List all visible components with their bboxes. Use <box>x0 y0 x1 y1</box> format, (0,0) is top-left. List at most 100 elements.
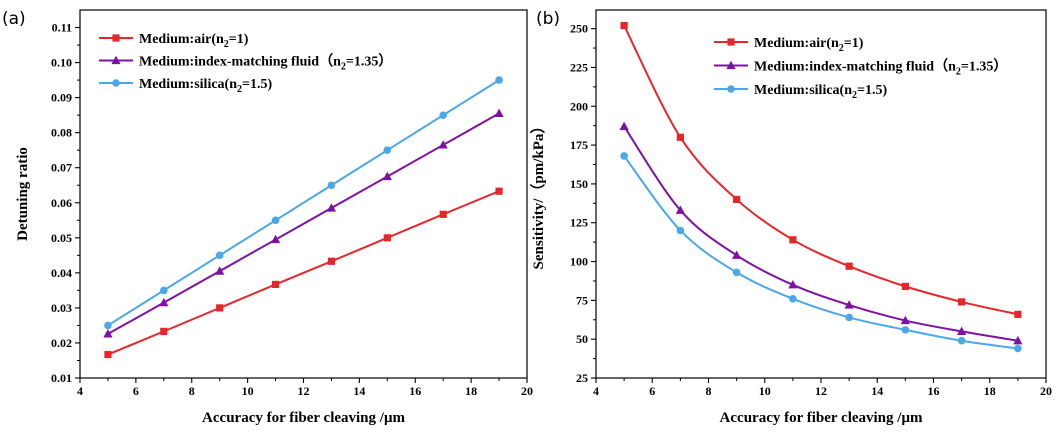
series-line-silica-b <box>624 156 1018 349</box>
y-tick-label: 0.02 <box>51 336 72 350</box>
data-point-silica-a <box>328 181 336 189</box>
legend-marker-silica <box>112 79 120 87</box>
x-tick-label: 18 <box>984 384 996 398</box>
data-point-silica-b <box>620 152 628 160</box>
chart-panel-b: (b) 4 6 8 10 12 14 16 18 20 25 50 75 100 125 150 175 200… <box>529 9 1052 426</box>
data-point-fluid-a <box>439 140 448 148</box>
data-point-silica-a <box>384 146 392 154</box>
data-point-silica-a <box>495 76 503 84</box>
y-tick-label: 150 <box>570 177 588 191</box>
data-point-air-b <box>958 298 965 305</box>
x-tick-label: 20 <box>521 384 533 398</box>
y-tick-label: 200 <box>570 99 588 113</box>
y-tick-label: 0.01 <box>51 371 72 385</box>
y-axis-label-a: Detuning ratio <box>15 147 31 241</box>
y-tick-label: 250 <box>570 22 588 36</box>
data-point-fluid-a <box>271 235 280 243</box>
x-tick-label: 6 <box>133 384 139 398</box>
data-point-silica-b <box>902 326 910 334</box>
plot-area-a <box>103 76 503 358</box>
data-point-silica-a <box>216 252 224 260</box>
data-point-air-a <box>384 234 391 241</box>
data-point-air-b <box>677 134 684 141</box>
y-tick-label: 25 <box>576 371 588 385</box>
data-point-air-b <box>789 236 796 243</box>
data-point-air-a <box>440 211 447 218</box>
x-tick-label: 10 <box>242 384 254 398</box>
data-point-silica-b <box>677 227 685 235</box>
y-tick-label: 100 <box>570 255 588 269</box>
legend-b: Medium:air(n2=1) Medium:index-matching fl… <box>714 36 1007 101</box>
data-point-fluid-b <box>732 251 741 259</box>
data-point-silica-b <box>958 337 966 345</box>
data-point-fluid-a <box>103 329 112 337</box>
data-point-silica-b <box>733 269 741 277</box>
x-tick-label: 4 <box>593 384 599 398</box>
data-point-silica-a <box>439 111 447 119</box>
data-point-fluid-a <box>159 298 168 306</box>
axis-ticks-b: 4 6 8 10 12 14 16 18 20 25 50 75 100 125 150 175 200 225 2… <box>570 22 1052 398</box>
y-axis-label-b: Sensitivity/（pm/kPa） <box>529 119 547 270</box>
data-point-fluid-b <box>620 122 629 130</box>
data-point-air-b <box>902 283 909 290</box>
legend-a: Medium:air(n2=1) Medium:index-matching fl… <box>99 32 392 95</box>
legend-label-fluid: Medium:index-matching fluid（n2=1.35） <box>139 54 392 73</box>
y-tick-label: 50 <box>576 332 588 346</box>
data-point-air-a <box>216 304 223 311</box>
data-point-fluid-a <box>327 203 336 211</box>
x-tick-label: 8 <box>706 384 712 398</box>
y-tick-label: 175 <box>570 138 588 152</box>
data-point-fluid-a <box>383 172 392 180</box>
legend-label-fluid: Medium:index-matching fluid（n2=1.35） <box>754 59 1007 78</box>
legend-label-air: Medium:air(n2=1) <box>754 36 864 54</box>
x-tick-label: 20 <box>1040 384 1052 398</box>
legend-marker-silica <box>727 85 735 93</box>
data-point-silica-b <box>789 295 797 303</box>
data-point-air-b <box>621 22 628 29</box>
y-tick-label: 0.07 <box>51 161 72 175</box>
x-tick-label: 18 <box>465 384 477 398</box>
x-tick-label: 14 <box>871 384 883 398</box>
data-point-air-a <box>104 351 111 358</box>
data-point-fluid-a <box>215 266 224 274</box>
x-tick-label: 14 <box>353 384 365 398</box>
x-tick-label: 16 <box>928 384 940 398</box>
data-point-silica-a <box>272 216 280 224</box>
legend-label-silica: Medium:silica(n2=1.5) <box>139 77 272 95</box>
data-point-air-a <box>272 281 279 288</box>
x-tick-label: 10 <box>759 384 771 398</box>
y-tick-label: 0.05 <box>51 231 72 245</box>
x-tick-label: 6 <box>649 384 655 398</box>
y-tick-label: 225 <box>570 60 588 74</box>
chart-panel-a: (a) 4 6 8 10 12 14 16 18 20 0.01 0.02 0.03 0.04 0.05 0… <box>2 9 533 426</box>
x-tick-label: 4 <box>77 384 83 398</box>
y-tick-label: 0.10 <box>51 56 72 70</box>
y-tick-label: 125 <box>570 216 588 230</box>
x-tick-label: 16 <box>409 384 421 398</box>
panel-label-a: (a) <box>2 9 26 29</box>
data-point-air-b <box>733 196 740 203</box>
legend-marker-air <box>727 38 734 45</box>
x-tick-label: 8 <box>189 384 195 398</box>
y-tick-label: 0.06 <box>51 196 72 210</box>
x-axis-label-a: Accuracy for fiber cleaving /μm <box>202 410 405 426</box>
y-tick-label: 0.08 <box>51 126 72 140</box>
legend-marker-air <box>112 34 119 41</box>
legend-label-silica: Medium:silica(n2=1.5) <box>754 83 887 101</box>
data-point-silica-a <box>104 322 112 330</box>
x-tick-label: 12 <box>298 384 310 398</box>
panel-label-b: (b) <box>536 9 560 29</box>
legend-label-air: Medium:air(n2=1) <box>139 32 249 50</box>
y-tick-label: 0.09 <box>51 91 72 105</box>
y-tick-label: 0.11 <box>52 21 72 35</box>
data-point-air-a <box>160 328 167 335</box>
data-point-air-a <box>495 188 502 195</box>
data-point-silica-a <box>160 287 168 295</box>
x-axis-label-b: Accuracy for fiber cleaving /μm <box>720 410 923 426</box>
data-point-air-a <box>328 258 335 265</box>
x-tick-label: 12 <box>815 384 827 398</box>
data-point-fluid-a <box>494 109 503 117</box>
y-tick-label: 75 <box>576 293 588 307</box>
data-point-air-b <box>1014 311 1021 318</box>
